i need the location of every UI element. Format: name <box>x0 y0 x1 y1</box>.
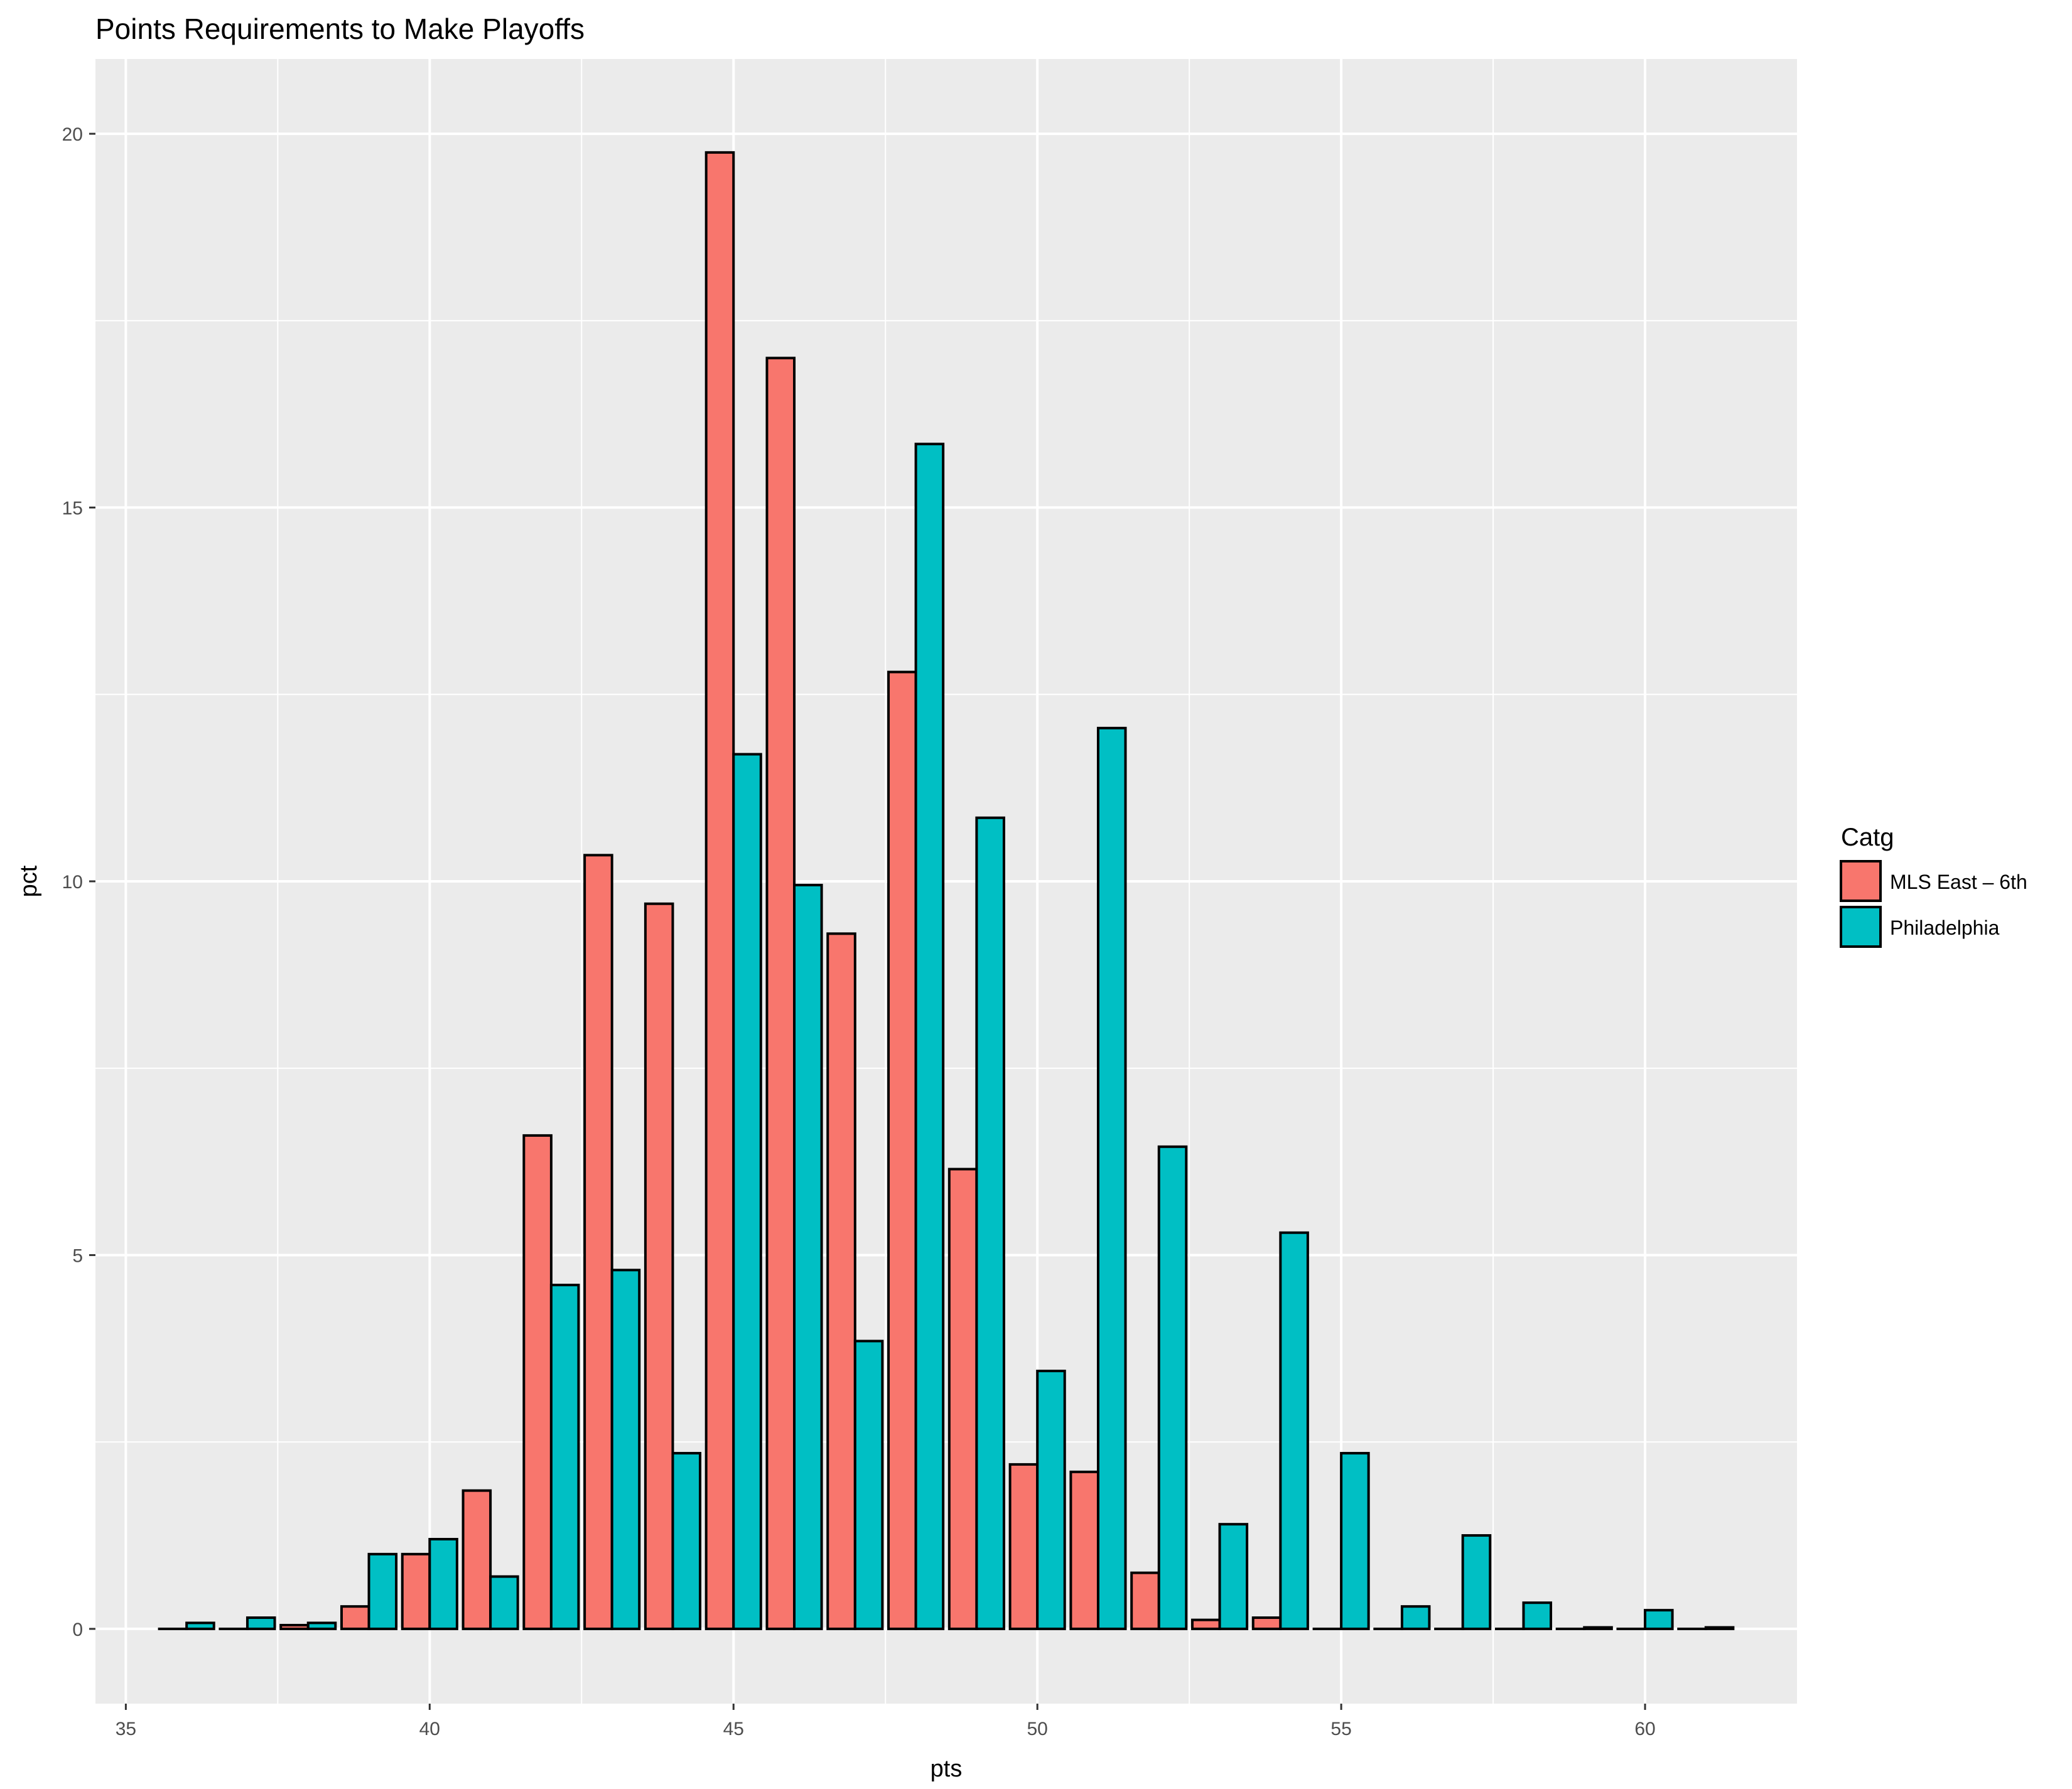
bar-mls-east-47 <box>826 932 856 1630</box>
y-tick-label: 20 <box>62 124 83 145</box>
bar-philadelphia-47 <box>853 1340 884 1630</box>
bar-mls-east-44 <box>644 902 674 1630</box>
bar-philadelphia-61 <box>1704 1626 1735 1630</box>
bar-mls-east-53 <box>1190 1618 1221 1630</box>
x-tick-label: 35 <box>116 1719 136 1739</box>
bar-philadelphia-57 <box>1461 1534 1492 1630</box>
bar-philadelphia-56 <box>1400 1605 1431 1630</box>
bar-mls-east-42 <box>522 1134 553 1630</box>
bar-philadelphia-42 <box>549 1284 580 1630</box>
bar-mls-east-49 <box>947 1168 978 1630</box>
bar-mls-east-54 <box>1251 1616 1282 1630</box>
bar-philadelphia-37 <box>246 1616 276 1630</box>
legend-key-philadelphia <box>1840 906 1882 948</box>
x-axis: 35 40 45 50 55 60 <box>116 1704 1656 1739</box>
bars <box>158 151 1735 1630</box>
x-tick-label: 45 <box>723 1719 744 1739</box>
bar-mls-east-38 <box>279 1623 310 1630</box>
bar-philadelphia-54 <box>1279 1231 1309 1630</box>
bar-philadelphia-52 <box>1157 1145 1188 1630</box>
legend: Catg MLS East – 6th Philadelphia <box>1840 824 2027 948</box>
bar-philadelphia-38 <box>306 1621 337 1630</box>
bar-mls-east-51 <box>1069 1470 1099 1630</box>
bar-mls-east-52 <box>1130 1571 1160 1630</box>
bar-philadelphia-59 <box>1583 1626 1613 1630</box>
bar-philadelphia-49 <box>975 816 1005 1630</box>
legend-key-mls-east <box>1840 860 1882 902</box>
y-tick-label: 15 <box>62 498 83 519</box>
legend-label-mls-east: MLS East – 6th <box>1890 871 2027 893</box>
bar-mls-east-39 <box>340 1605 370 1630</box>
x-tick-label: 40 <box>419 1719 440 1739</box>
legend-label-philadelphia: Philadelphia <box>1890 916 2000 939</box>
bar-mls-east-45 <box>704 151 735 1630</box>
legend-title: Catg <box>1841 824 1894 851</box>
bar-philadelphia-46 <box>793 883 823 1630</box>
y-tick-label: 10 <box>62 872 83 893</box>
bar-philadelphia-48 <box>914 443 945 1630</box>
y-tick-label: 5 <box>72 1245 83 1266</box>
bar-philadelphia-58 <box>1522 1601 1553 1630</box>
x-tick-label: 50 <box>1027 1719 1047 1739</box>
bar-philadelphia-53 <box>1218 1523 1249 1630</box>
chart-title: Points Requirements to Make Playoffs <box>95 13 585 45</box>
bar-philadelphia-41 <box>489 1575 519 1630</box>
bar-mls-east-48 <box>887 670 917 1630</box>
bar-mls-east-41 <box>461 1489 492 1630</box>
bar-philadelphia-36 <box>185 1621 215 1630</box>
y-tick-label: 0 <box>72 1620 83 1640</box>
x-axis-label: pts <box>931 1756 963 1782</box>
y-axis: 0 5 10 15 20 <box>62 124 95 1640</box>
x-tick-label: 60 <box>1634 1719 1655 1739</box>
bar-philadelphia-44 <box>671 1452 702 1630</box>
bar-mls-east-46 <box>765 357 796 1630</box>
bar-mls-east-43 <box>583 854 613 1630</box>
bar-mls-east-50 <box>1008 1463 1039 1630</box>
y-axis-label: pct <box>16 865 42 897</box>
x-tick-label: 55 <box>1330 1719 1351 1739</box>
bar-philadelphia-55 <box>1340 1452 1370 1630</box>
bar-philadelphia-39 <box>367 1552 398 1630</box>
bar-philadelphia-60 <box>1644 1609 1674 1630</box>
bar-philadelphia-45 <box>732 753 762 1630</box>
bar-mls-east-40 <box>401 1552 431 1630</box>
bar-philadelphia-50 <box>1036 1370 1066 1630</box>
bar-philadelphia-40 <box>428 1538 458 1630</box>
bar-philadelphia-43 <box>610 1269 641 1630</box>
bar-philadelphia-51 <box>1096 726 1127 1630</box>
